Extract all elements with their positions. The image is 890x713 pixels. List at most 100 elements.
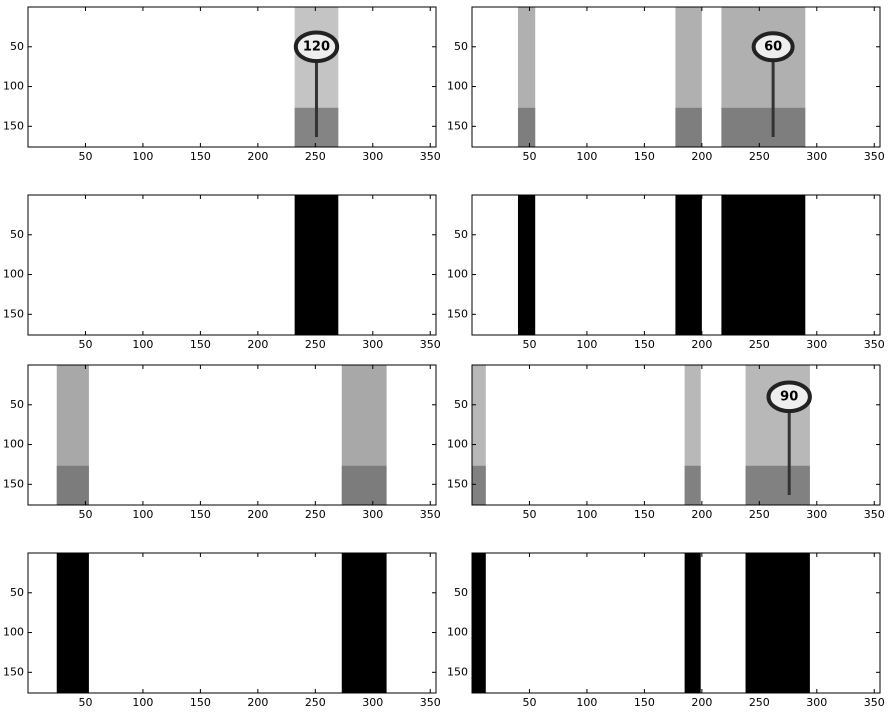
image-strip <box>518 195 535 335</box>
strip-ground <box>472 466 486 505</box>
x-tick-label: 150 <box>634 150 655 163</box>
x-tick-label: 300 <box>806 696 827 709</box>
x-tick-label: 150 <box>190 338 211 351</box>
x-tick-label: 200 <box>247 150 268 163</box>
x-tick-label: 300 <box>362 696 383 709</box>
y-tick-label: 50 <box>10 40 24 53</box>
y-tick-label: 100 <box>3 438 24 451</box>
axes-background <box>28 7 436 147</box>
subplot: 120 50 100 150 200 250 300 350 50 100 150 <box>3 7 441 163</box>
image-strip <box>685 553 701 693</box>
figure: 120 50 100 150 200 250 300 350 50 100 150 60 50 100 15… <box>0 0 890 713</box>
y-tick-label: 150 <box>447 665 468 678</box>
x-tick-label: 300 <box>806 150 827 163</box>
subplot: 60 50 100 150 200 250 300 350 50 100 150 <box>447 7 885 163</box>
y-tick-label: 100 <box>447 438 468 451</box>
x-tick-label: 200 <box>691 150 712 163</box>
x-tick-label: 350 <box>864 338 885 351</box>
x-tick-label: 200 <box>247 696 268 709</box>
axes-background <box>28 195 436 335</box>
strip-ground <box>342 466 387 505</box>
image-strip <box>57 553 89 693</box>
sign-label: 120 <box>303 39 330 54</box>
y-tick-label: 100 <box>447 626 468 639</box>
x-tick-label: 50 <box>78 150 92 163</box>
strip-ground <box>675 108 701 147</box>
y-tick-label: 100 <box>447 80 468 93</box>
sign-label: 90 <box>780 389 798 404</box>
y-tick-label: 50 <box>10 398 24 411</box>
x-tick-label: 150 <box>634 508 655 521</box>
x-tick-label: 250 <box>749 338 770 351</box>
image-strip <box>746 553 810 693</box>
y-tick-label: 150 <box>447 307 468 320</box>
x-tick-label: 350 <box>420 150 441 163</box>
x-tick-label: 50 <box>522 338 536 351</box>
x-tick-label: 50 <box>522 150 536 163</box>
strip-ground <box>57 466 89 505</box>
x-tick-label: 200 <box>691 508 712 521</box>
x-tick-label: 100 <box>132 696 153 709</box>
image-strip <box>721 195 805 335</box>
y-tick-label: 100 <box>3 626 24 639</box>
x-tick-label: 350 <box>420 338 441 351</box>
y-tick-label: 100 <box>3 80 24 93</box>
x-tick-label: 350 <box>864 696 885 709</box>
y-tick-label: 50 <box>454 586 468 599</box>
x-tick-label: 150 <box>634 696 655 709</box>
x-tick-label: 150 <box>190 508 211 521</box>
y-tick-label: 150 <box>3 119 24 132</box>
y-tick-label: 150 <box>447 477 468 490</box>
sign-label: 60 <box>764 39 782 54</box>
x-tick-label: 50 <box>522 696 536 709</box>
x-tick-label: 300 <box>362 150 383 163</box>
x-tick-label: 250 <box>305 508 326 521</box>
x-tick-label: 250 <box>749 150 770 163</box>
x-tick-label: 350 <box>864 150 885 163</box>
y-tick-label: 150 <box>3 477 24 490</box>
x-tick-label: 250 <box>305 150 326 163</box>
x-tick-label: 300 <box>362 338 383 351</box>
y-tick-label: 150 <box>3 307 24 320</box>
subplot: 5010015020025030035050100150 <box>3 553 441 709</box>
y-tick-label: 50 <box>454 398 468 411</box>
x-tick-label: 50 <box>522 508 536 521</box>
y-tick-label: 100 <box>447 268 468 281</box>
x-tick-label: 250 <box>305 696 326 709</box>
y-tick-label: 150 <box>3 665 24 678</box>
x-tick-label: 100 <box>576 508 597 521</box>
subplot: 50 100 150 200 250 300 350 50 100 150 <box>447 195 885 351</box>
strip-ground <box>746 466 810 505</box>
y-tick-label: 50 <box>454 228 468 241</box>
x-tick-label: 100 <box>132 508 153 521</box>
x-tick-label: 250 <box>305 338 326 351</box>
x-tick-label: 100 <box>576 696 597 709</box>
x-tick-label: 100 <box>576 150 597 163</box>
strip-ground <box>685 466 701 505</box>
x-tick-label: 150 <box>190 150 211 163</box>
x-tick-label: 200 <box>247 338 268 351</box>
image-strip <box>342 553 387 693</box>
axes-background <box>472 365 880 505</box>
x-tick-label: 50 <box>78 696 92 709</box>
y-tick-label: 50 <box>454 40 468 53</box>
x-tick-label: 350 <box>420 508 441 521</box>
y-tick-label: 150 <box>447 119 468 132</box>
x-tick-label: 300 <box>806 338 827 351</box>
y-tick-label: 50 <box>10 586 24 599</box>
image-strip <box>675 195 701 335</box>
x-tick-label: 100 <box>132 150 153 163</box>
x-tick-label: 200 <box>247 508 268 521</box>
x-tick-label: 200 <box>691 338 712 351</box>
x-tick-label: 100 <box>576 338 597 351</box>
x-tick-label: 50 <box>78 338 92 351</box>
x-tick-label: 200 <box>691 696 712 709</box>
y-tick-label: 50 <box>10 228 24 241</box>
x-tick-label: 350 <box>420 696 441 709</box>
subplot: 5010015020025030035050100150 <box>3 195 441 351</box>
strip-ground <box>721 108 805 147</box>
x-tick-label: 150 <box>634 338 655 351</box>
